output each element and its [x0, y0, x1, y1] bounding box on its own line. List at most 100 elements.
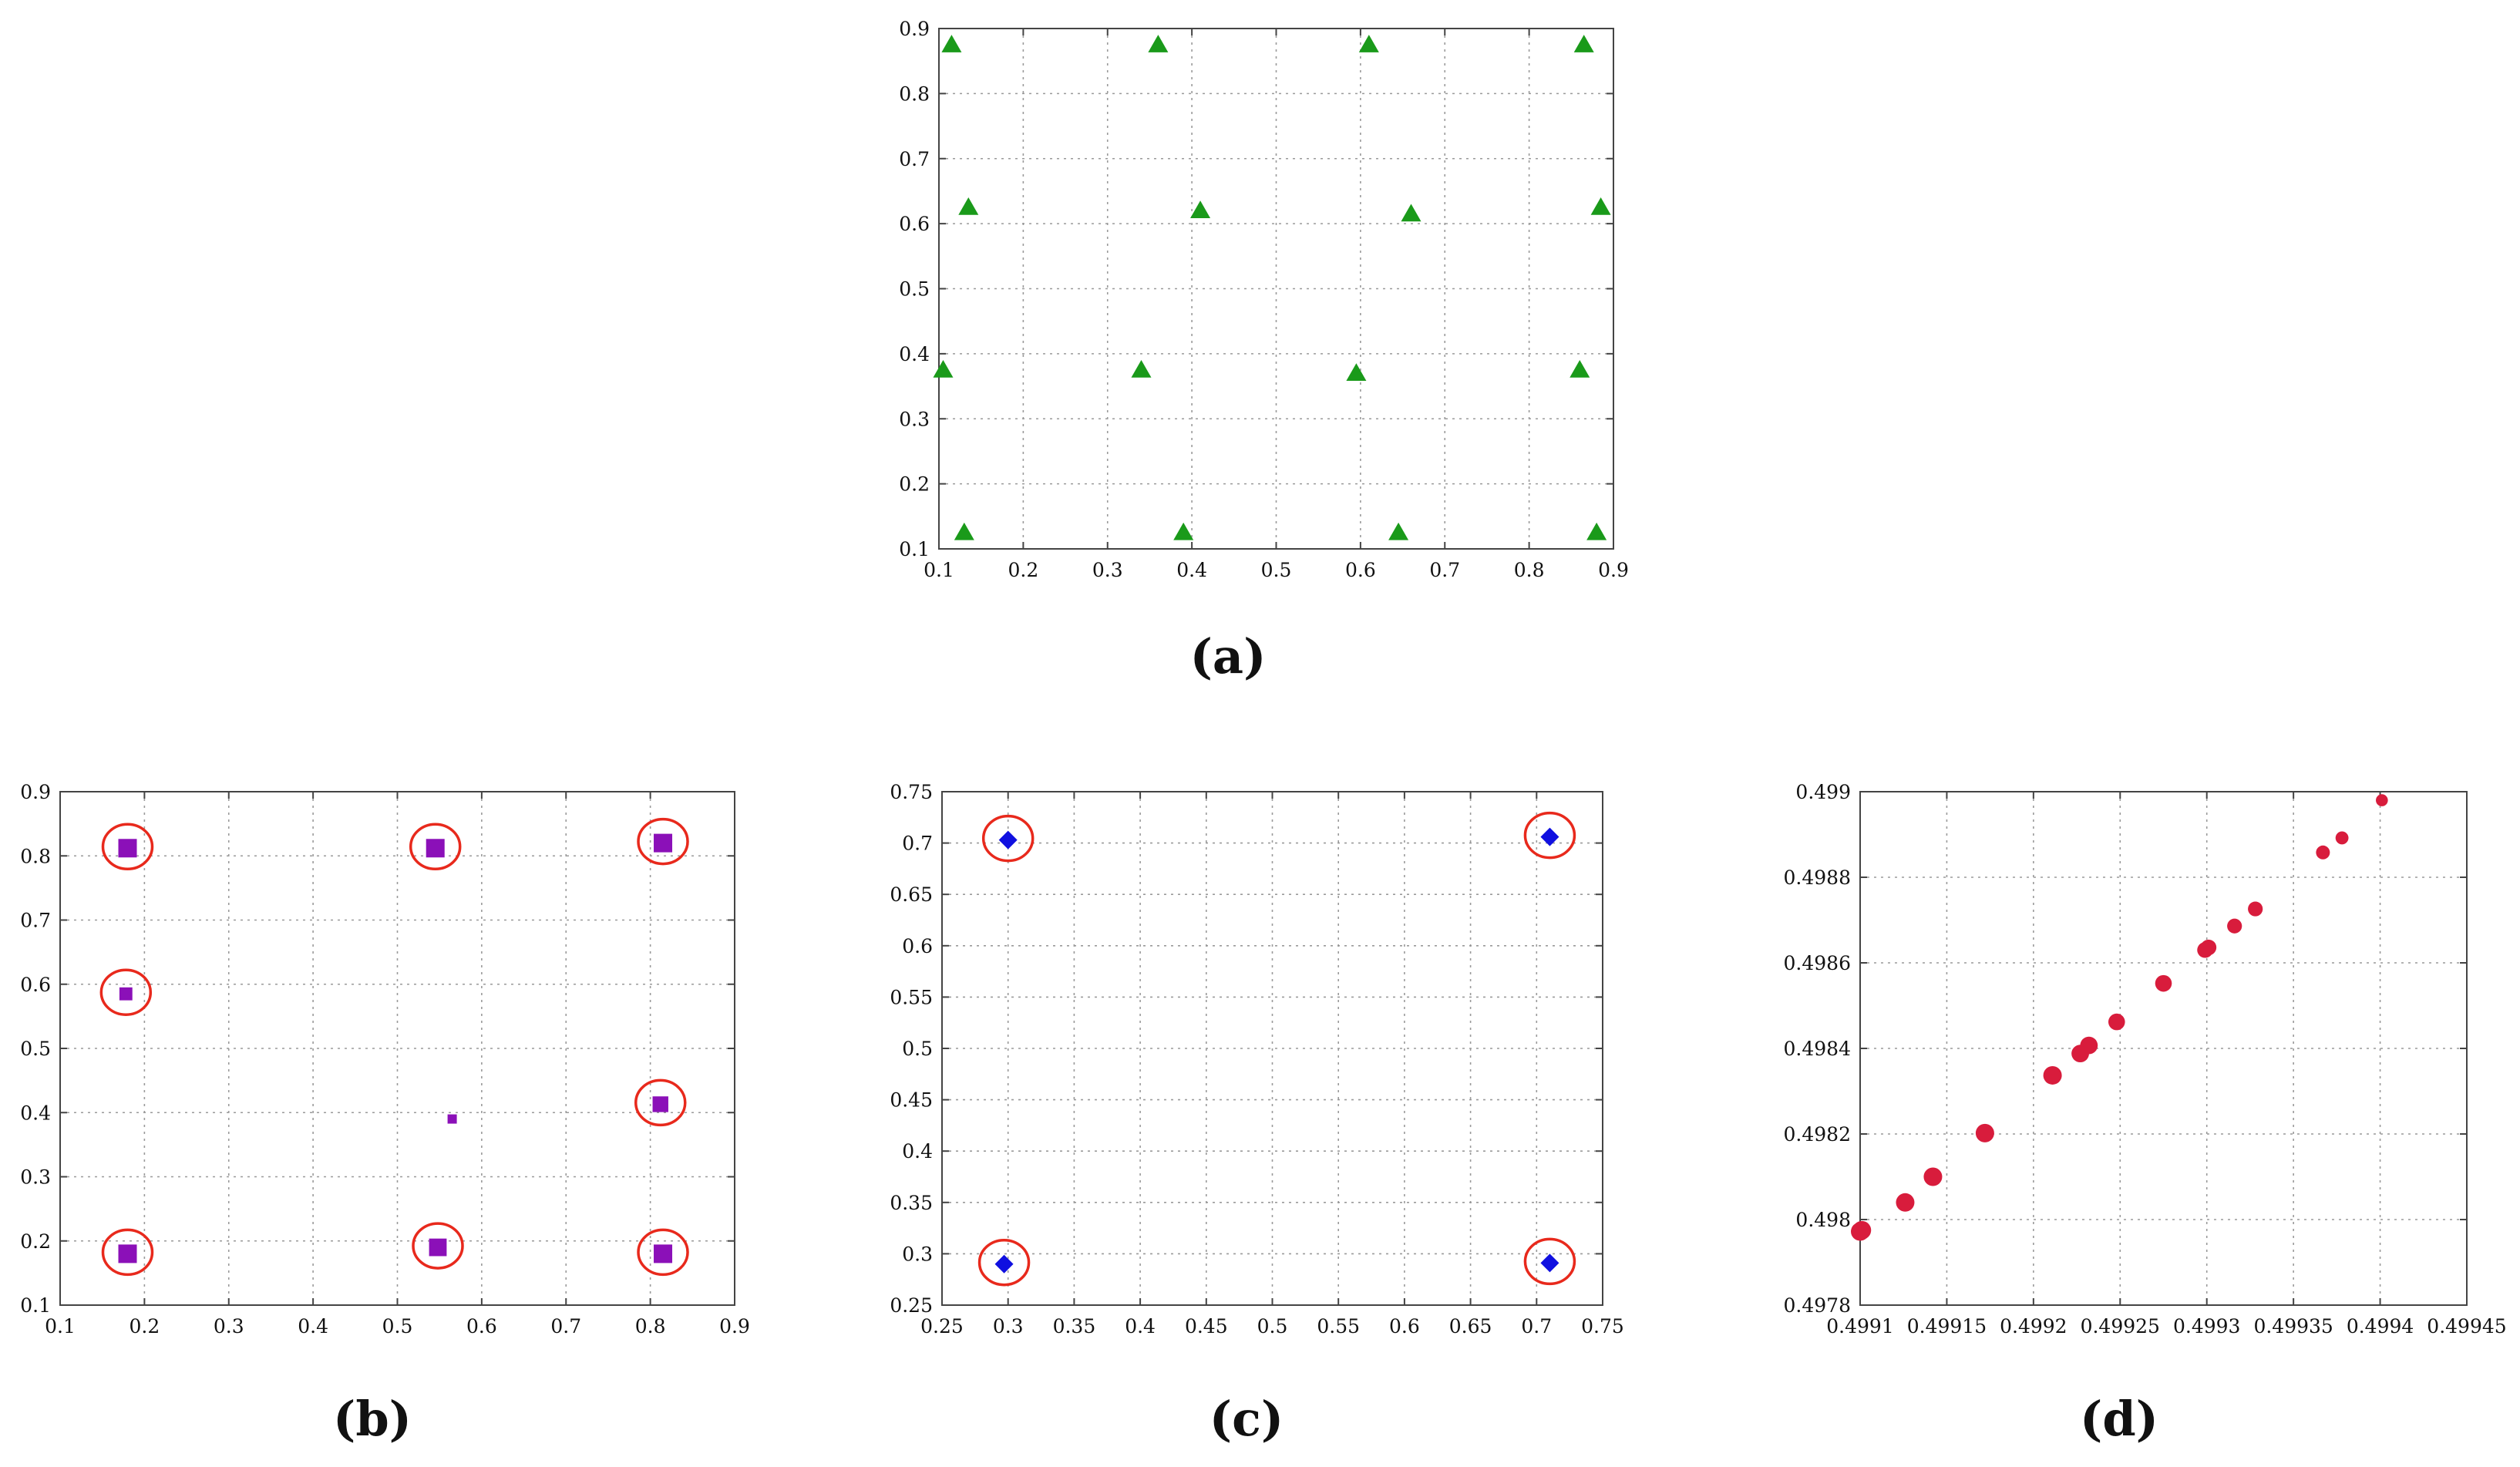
y-tick-label: 0.4 — [20, 1102, 51, 1124]
x-tick-label: 0.55 — [1317, 1315, 1360, 1337]
y-tick-label: 0.3 — [899, 408, 930, 430]
data-point — [1346, 363, 1367, 381]
data-point — [2200, 939, 2217, 956]
y-tick-label: 0.2 — [20, 1230, 51, 1253]
highlight-circle — [412, 1222, 464, 1270]
y-tick-label: 0.1 — [899, 538, 930, 560]
data-point — [954, 522, 974, 540]
data-point — [1896, 1193, 1915, 1212]
data-point — [118, 839, 137, 858]
y-tick-label: 0.5 — [20, 1038, 51, 1060]
plot-frame — [938, 28, 1614, 550]
x-tick-label: 0.4993 — [2173, 1315, 2240, 1337]
x-tick-label: 0.5 — [1257, 1315, 1288, 1337]
data-point — [1923, 1167, 1943, 1186]
data-point — [118, 1244, 137, 1263]
x-tick-label: 0.1 — [45, 1315, 76, 1337]
plot-frame — [941, 791, 1603, 1306]
plot-frame — [59, 791, 735, 1306]
x-tick-label: 0.3 — [993, 1315, 1024, 1337]
y-tick-label: 0.55 — [890, 986, 933, 1008]
y-tick-label: 0.3 — [902, 1243, 933, 1265]
data-point — [941, 35, 962, 52]
x-tick-label: 0.4 — [1125, 1315, 1156, 1337]
data-point — [429, 1238, 447, 1257]
x-tick-label: 0.45 — [1185, 1315, 1228, 1337]
x-tick-label: 0.4992 — [2000, 1315, 2067, 1337]
x-tick-label: 0.4 — [298, 1315, 328, 1337]
y-tick-label: 0.6 — [20, 974, 51, 996]
x-tick-label: 0.2 — [129, 1315, 160, 1337]
highlight-circle — [981, 814, 1035, 863]
y-tick-label: 0.5 — [899, 278, 930, 301]
panel-b: 0.1 0.2 0.3 0.4 0.5 0.6 0.7 0.8 0.9 0.1 0.2 0.3 0.4 0… — [20, 781, 750, 1337]
x-tick-label: 0.6 — [1345, 559, 1376, 581]
highlight-circle — [1523, 811, 1576, 860]
data-point — [2248, 901, 2263, 917]
data-point — [1590, 197, 1611, 215]
x-tick-label: 0.7 — [1521, 1315, 1552, 1337]
data-point — [2316, 845, 2330, 860]
data-point — [1190, 200, 1211, 218]
y-tick-label: 0.3 — [20, 1166, 51, 1189]
x-tick-label: 0.25 — [920, 1315, 964, 1337]
panel-label-d: (d) — [2080, 1391, 2158, 1447]
data-point — [1586, 522, 1607, 540]
data-point — [1148, 35, 1169, 52]
data-point — [1540, 827, 1559, 846]
highlight-circle — [101, 1228, 154, 1277]
panel-c: 0.25 0.3 0.35 0.4 0.45 0.5 0.55 0.6 0.65 0.7 0.75 0… — [890, 781, 1624, 1337]
y-tick-label: 0.4984 — [1784, 1038, 1851, 1060]
data-point — [654, 833, 673, 853]
x-tick-label: 0.7 — [550, 1315, 581, 1337]
x-tick-label: 0.1 — [924, 559, 954, 581]
x-tick-label: 0.4991 — [1826, 1315, 1893, 1337]
y-tick-label: 0.5 — [902, 1038, 933, 1060]
y-tick-label: 0.6 — [899, 213, 930, 235]
x-tick-label: 0.7 — [1429, 559, 1460, 581]
y-tick-label: 0.4978 — [1784, 1294, 1851, 1317]
y-tick-label: 0.25 — [890, 1294, 933, 1317]
highlight-circle — [634, 1078, 687, 1127]
y-tick-label: 0.35 — [890, 1192, 933, 1214]
x-tick-label: 0.2 — [1008, 559, 1038, 581]
highlight-circle — [1523, 1237, 1576, 1286]
data-point — [2335, 831, 2349, 845]
x-tick-label: 0.49935 — [2253, 1315, 2333, 1337]
highlight-circle — [637, 1228, 689, 1277]
x-tick-label: 0.8 — [1514, 559, 1545, 581]
x-tick-label: 0.4994 — [2347, 1315, 2414, 1337]
x-tick-label: 0.9 — [1598, 559, 1629, 581]
plot-frame — [1859, 791, 2468, 1306]
data-point — [1540, 1253, 1559, 1273]
x-tick-label: 0.65 — [1449, 1315, 1492, 1337]
data-point — [1173, 522, 1194, 540]
data-point — [1358, 35, 1379, 52]
highlight-circle — [409, 823, 462, 871]
data-point — [652, 1096, 668, 1112]
x-tick-label: 0.6 — [466, 1315, 497, 1337]
data-point — [1131, 359, 1152, 378]
y-tick-label: 0.7 — [899, 148, 930, 170]
y-tick-label: 0.4 — [902, 1140, 933, 1162]
y-tick-label: 0.9 — [20, 781, 51, 803]
y-tick-label: 0.6 — [902, 935, 933, 957]
y-tick-label: 0.45 — [890, 1089, 933, 1112]
y-tick-label: 0.65 — [890, 883, 933, 906]
data-point — [1388, 522, 1409, 540]
panel-label-b: (b) — [333, 1391, 412, 1447]
data-point — [994, 1254, 1014, 1274]
y-tick-label: 0.9 — [899, 18, 930, 40]
data-point — [1570, 359, 1590, 378]
y-tick-label: 0.7 — [902, 833, 933, 855]
data-point — [447, 1114, 457, 1124]
panel-label-c: (c) — [1210, 1391, 1284, 1447]
data-point — [654, 1244, 673, 1263]
y-tick-label: 0.4982 — [1784, 1123, 1851, 1146]
panel-label-a: (a) — [1190, 628, 1267, 685]
data-point — [1852, 1220, 1872, 1240]
data-point — [998, 830, 1018, 850]
data-point — [2155, 974, 2172, 992]
data-point — [2376, 794, 2388, 806]
